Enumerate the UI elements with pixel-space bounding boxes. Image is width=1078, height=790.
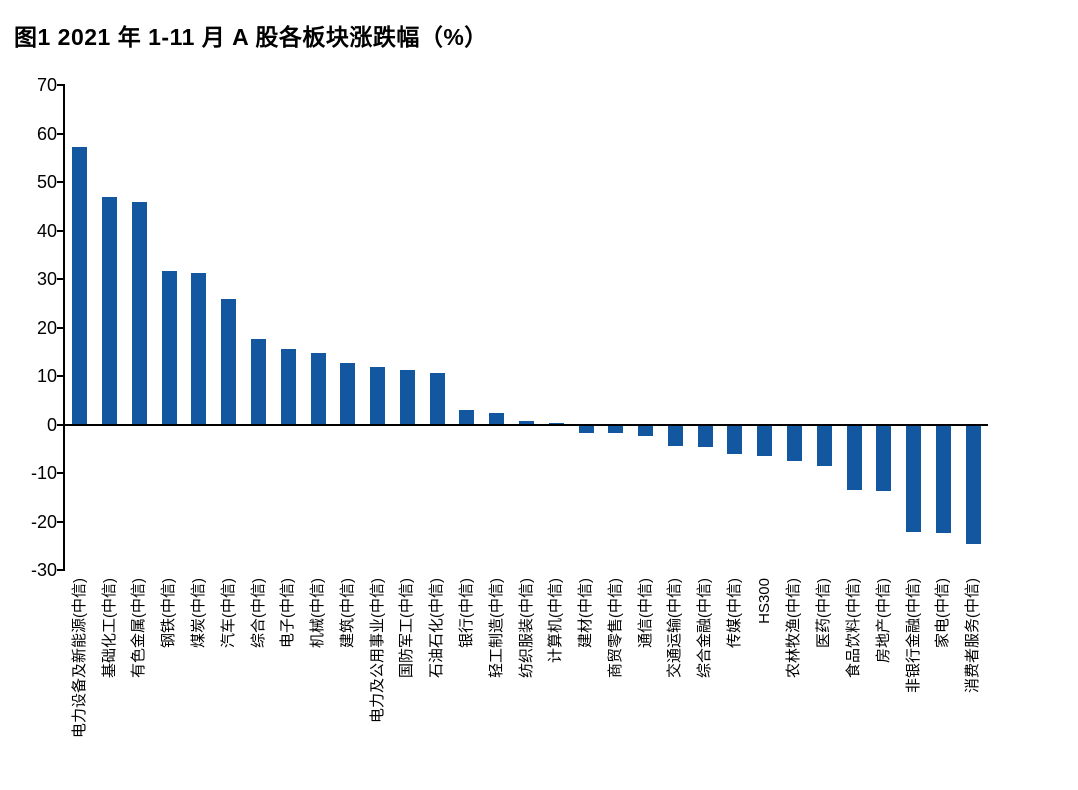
bar xyxy=(548,422,564,425)
bar xyxy=(816,425,832,467)
x-axis-label: 钢铁(中信) xyxy=(160,578,178,648)
x-axis-label: 医药(中信) xyxy=(815,578,833,648)
bar xyxy=(310,353,326,425)
x-axis-label: 电力及公用事业(中信) xyxy=(368,578,386,723)
bar xyxy=(72,147,88,425)
x-axis-label: 有色金属(中信) xyxy=(130,578,148,678)
y-axis-tick-label: 60 xyxy=(36,123,57,144)
bar xyxy=(280,348,296,425)
x-axis-label: 建筑(中信) xyxy=(338,578,356,648)
y-axis-tick-label: 50 xyxy=(36,172,57,192)
y-axis-tick-label: -30 xyxy=(30,560,57,580)
x-axis-label: 交通运输(中信) xyxy=(666,578,684,678)
x-axis-label: 消费者服务(中信) xyxy=(964,578,982,693)
y-axis-line xyxy=(63,85,65,570)
bar xyxy=(608,425,624,434)
y-axis-tick-mark xyxy=(57,520,65,523)
y-axis-tick-mark xyxy=(57,181,65,183)
y-axis-tick-mark xyxy=(57,423,65,426)
bar xyxy=(489,412,505,425)
x-axis-label: 综合金融(中信) xyxy=(696,578,714,678)
bar xyxy=(727,425,743,454)
x-axis-label: 轻工制造(中信) xyxy=(487,578,505,678)
bar xyxy=(697,425,713,447)
bar xyxy=(578,425,594,433)
x-axis-label: 商贸零售(中信) xyxy=(606,578,624,678)
x-axis-label: 建材(中信) xyxy=(577,578,595,648)
y-axis-tick-label: 40 xyxy=(36,220,57,241)
bar xyxy=(876,425,892,492)
y-axis-tick-mark xyxy=(57,132,65,135)
x-axis-label: 食品饮料(中信) xyxy=(845,578,863,678)
y-axis-tick-label: 70 xyxy=(36,75,57,95)
x-axis-label: 机械(中信) xyxy=(309,578,327,648)
x-axis-label: 基础化工(中信) xyxy=(100,578,118,678)
y-axis-tick-mark xyxy=(57,278,65,280)
x-axis-label: 计算机(中信) xyxy=(547,578,565,663)
bar xyxy=(340,363,356,425)
y-axis-tick-mark xyxy=(57,569,65,571)
x-axis-label: 传媒(中信) xyxy=(725,578,743,648)
x-axis-line xyxy=(63,423,988,426)
y-axis-tick-label: 0 xyxy=(46,414,57,435)
bar xyxy=(667,425,683,446)
x-axis-label: 纺织服装(中信) xyxy=(517,578,535,678)
x-axis-label: 家电(中信) xyxy=(934,578,952,648)
bar xyxy=(786,425,802,461)
x-axis-label: 通信(中信) xyxy=(636,578,654,648)
x-axis-label: 电子(中信) xyxy=(279,578,297,648)
bar xyxy=(251,339,267,425)
bar xyxy=(370,367,386,425)
x-axis-label: 汽车(中信) xyxy=(219,578,237,648)
bar xyxy=(102,196,118,425)
x-axis-label: 煤炭(中信) xyxy=(189,578,207,648)
y-axis-tick-label: 20 xyxy=(36,317,57,338)
figure-title: 图1 2021 年 1-11 月 A 股各板块涨跌幅（%） xyxy=(14,24,488,50)
bar xyxy=(965,425,981,545)
y-axis-tick-mark xyxy=(57,326,65,329)
bar xyxy=(191,273,207,425)
y-axis-tick-label: -20 xyxy=(30,511,57,532)
bar xyxy=(429,372,445,425)
bar xyxy=(131,202,147,425)
y-axis-tick-label: 10 xyxy=(36,366,57,386)
bar xyxy=(161,271,177,425)
bar xyxy=(399,370,415,425)
x-axis-label: 非银行金融(中信) xyxy=(904,578,922,693)
bar xyxy=(846,425,862,490)
x-axis-label: 房地产(中信) xyxy=(874,578,892,663)
y-axis-tick-mark xyxy=(57,229,65,232)
x-axis-label: 银行(中信) xyxy=(457,578,475,648)
y-axis-tick-label: 30 xyxy=(36,269,57,289)
y-axis-tick-mark xyxy=(57,472,65,474)
x-axis-label: 石油石化(中信) xyxy=(428,578,446,678)
x-axis-label: 电力设备及新能源(中信) xyxy=(70,578,88,738)
x-axis-label: 农林牧渔(中信) xyxy=(785,578,803,678)
y-axis-tick-label: -10 xyxy=(30,463,57,483)
bar xyxy=(519,420,534,425)
bar xyxy=(757,425,773,457)
x-axis-label: 国防军工(中信) xyxy=(398,578,416,678)
x-axis-label: 综合(中信) xyxy=(249,578,267,648)
bar xyxy=(906,425,922,533)
bar xyxy=(459,409,475,425)
y-axis-tick-mark xyxy=(57,84,65,86)
y-axis-tick-mark xyxy=(57,375,65,377)
bar xyxy=(638,425,654,437)
bar xyxy=(221,299,237,425)
x-axis-label: HS300 xyxy=(755,578,773,624)
bar xyxy=(935,425,951,533)
